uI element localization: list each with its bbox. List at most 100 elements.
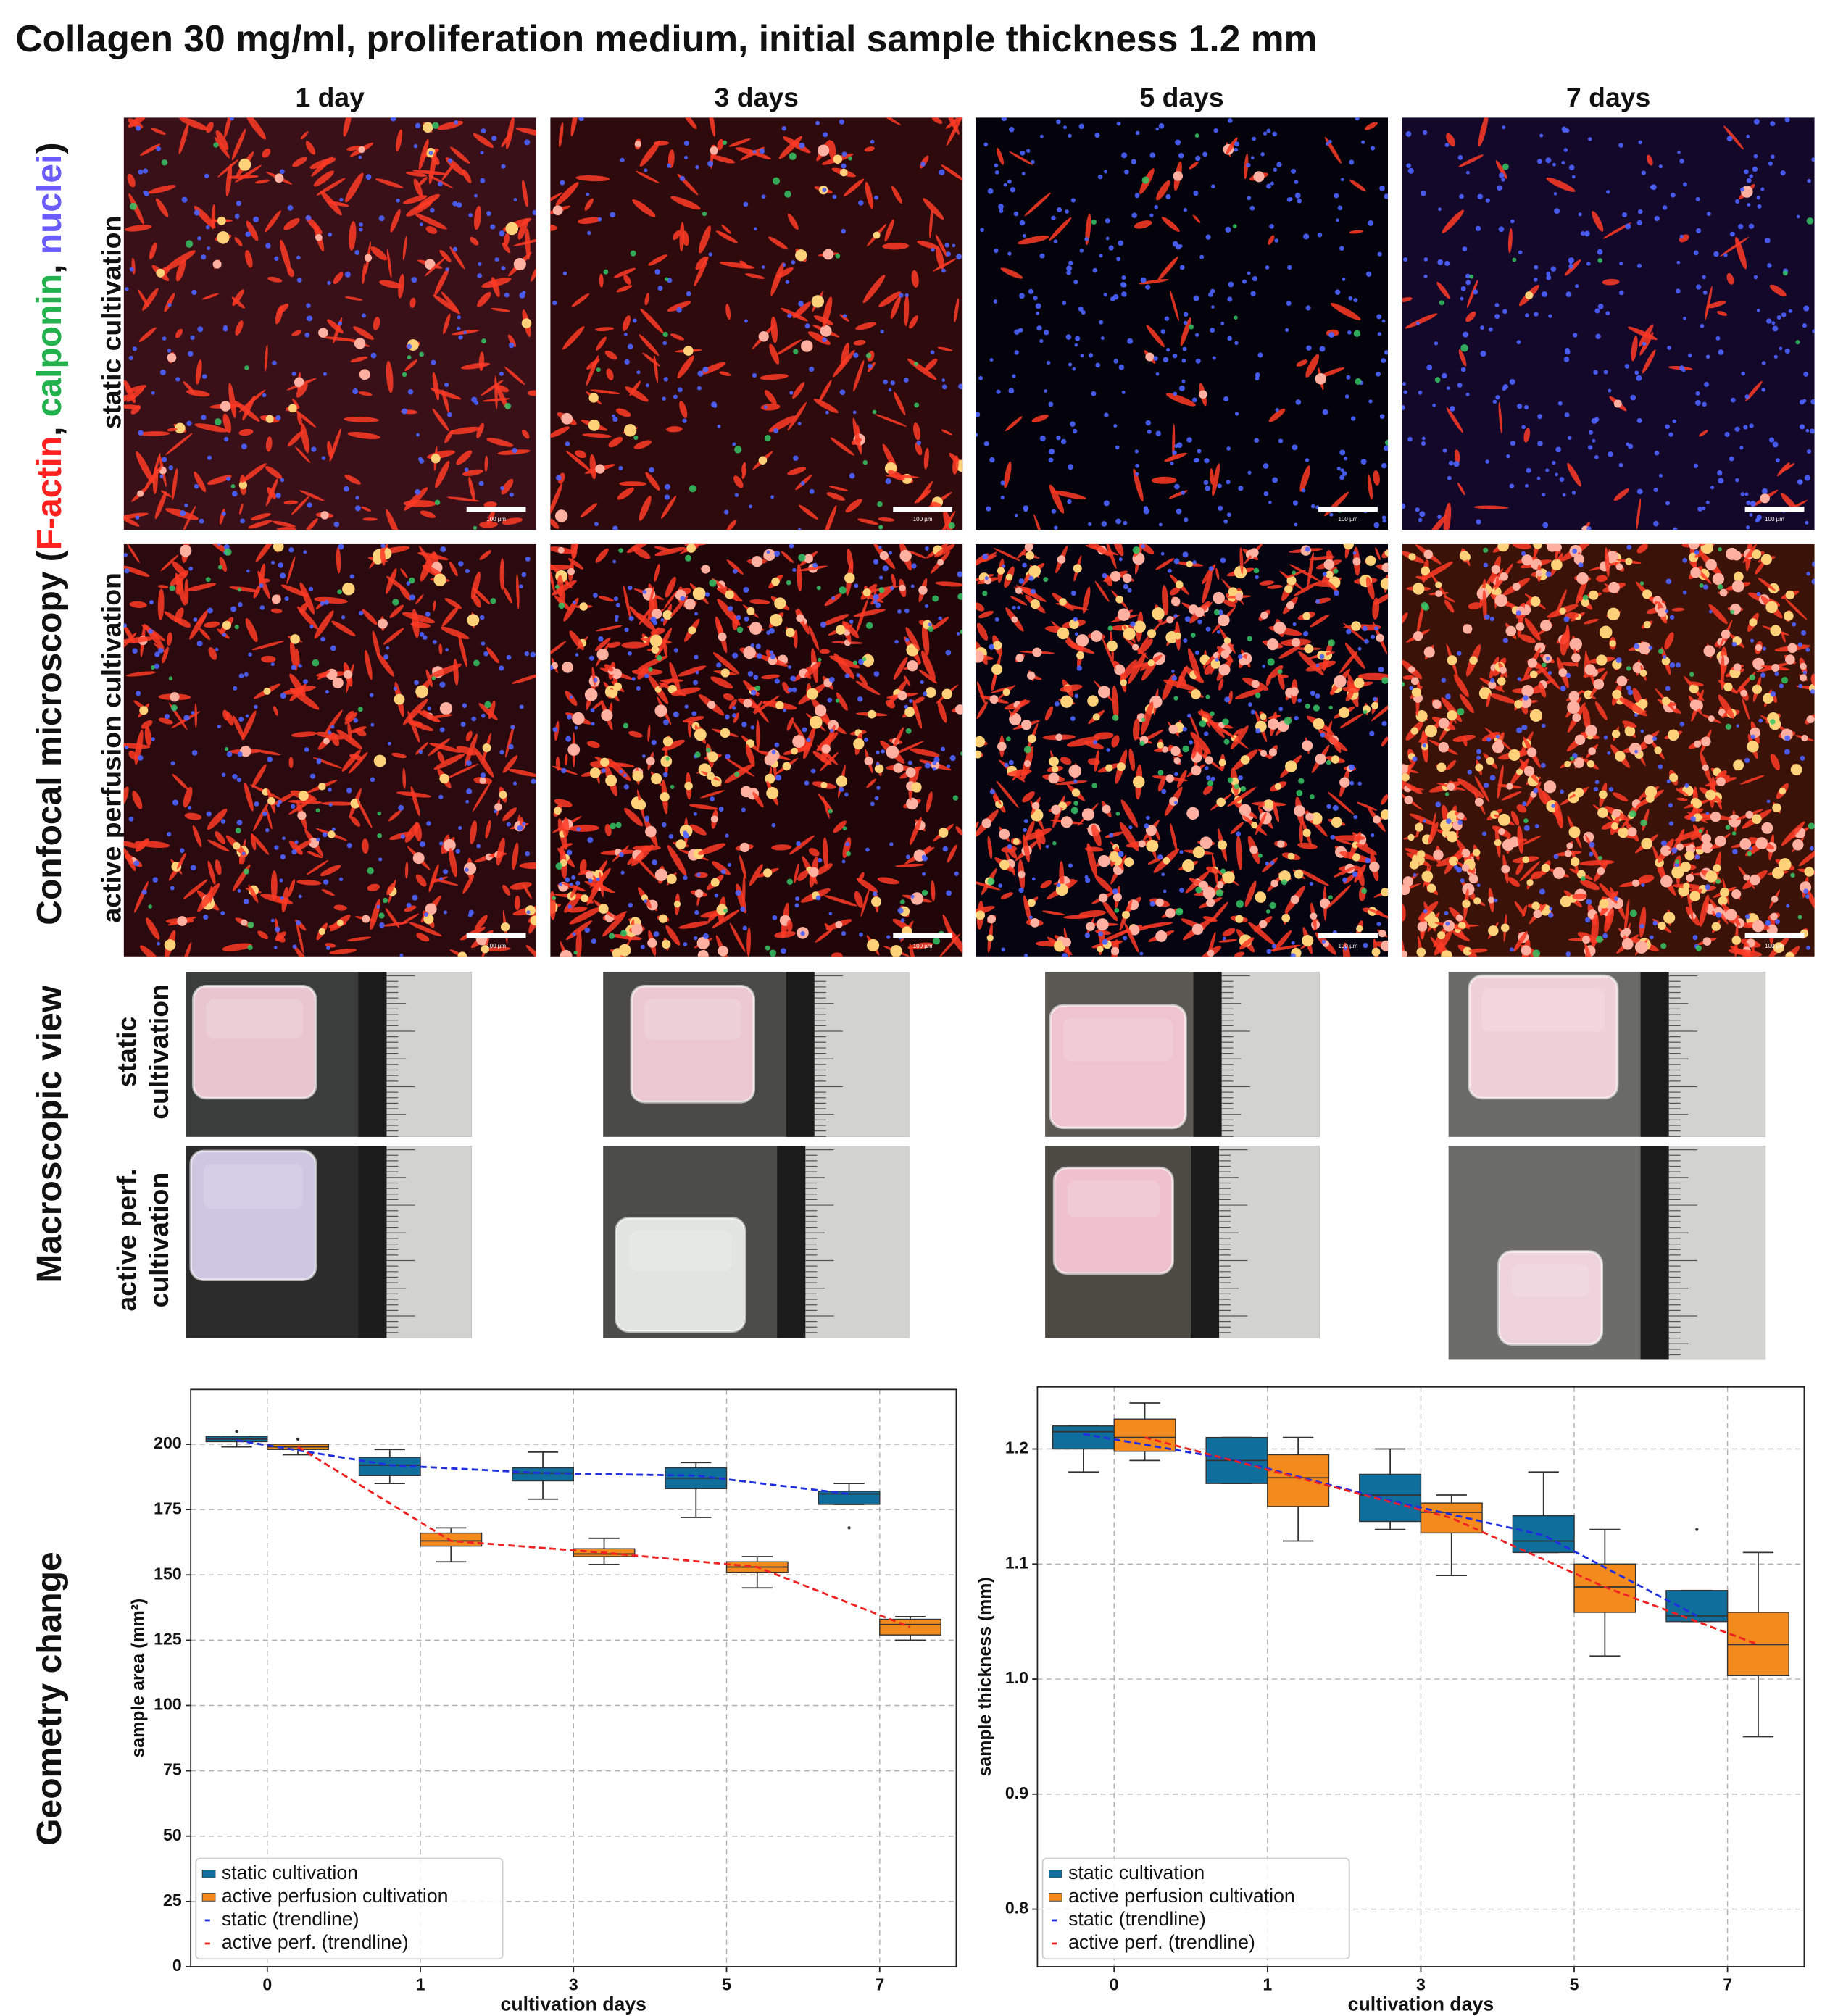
cell (123, 404, 141, 409)
calponin (865, 622, 873, 629)
nucleus (810, 768, 816, 774)
nucleus (271, 560, 275, 565)
cell-body (1475, 763, 1484, 772)
nucleus (932, 767, 936, 771)
cell (432, 408, 449, 432)
cell-body (1105, 764, 1113, 772)
nucleus (627, 343, 633, 350)
nucleus (1379, 185, 1385, 191)
nucleus (1444, 143, 1450, 148)
nucleus (383, 654, 389, 660)
cell-body (1408, 553, 1416, 561)
nucleus (723, 509, 729, 515)
nucleus (1364, 638, 1369, 644)
nucleus (276, 803, 280, 807)
cell (472, 594, 482, 608)
nucleus (1242, 279, 1247, 284)
cell-body (156, 268, 165, 278)
cell (217, 159, 239, 178)
cell (845, 499, 862, 513)
nucleus (1223, 519, 1228, 524)
nucleus (1421, 441, 1426, 446)
nucleus (522, 822, 526, 826)
nucleus (831, 596, 836, 600)
cell-body (220, 401, 231, 412)
cell-body (1266, 638, 1279, 651)
cell (123, 565, 150, 577)
cell (921, 624, 930, 656)
nucleus (254, 801, 259, 807)
calponin (1469, 274, 1474, 279)
nucleus (513, 197, 517, 201)
cell (602, 914, 625, 937)
cell-body (1027, 734, 1036, 743)
cell (140, 143, 161, 156)
calponin (670, 784, 675, 789)
nucleus (1701, 506, 1706, 511)
cell (1134, 220, 1152, 229)
nucleus (673, 711, 679, 717)
nucleus (1718, 349, 1724, 355)
nucleus (597, 217, 602, 222)
nucleus (1269, 224, 1274, 229)
cell (1106, 543, 1117, 570)
nucleus (388, 741, 391, 746)
nucleus (598, 636, 604, 642)
cell-body (995, 799, 1004, 809)
cell (550, 569, 555, 593)
nucleus (1586, 262, 1591, 266)
cell (739, 854, 747, 880)
nucleus (1403, 257, 1408, 262)
cell (1111, 735, 1120, 748)
nucleus (446, 412, 452, 417)
nucleus (994, 170, 999, 175)
nucleus (1770, 154, 1775, 159)
nucleus (423, 912, 428, 917)
calponin (1207, 780, 1214, 787)
cell (654, 564, 660, 582)
cell-body (481, 945, 489, 954)
cell (562, 817, 570, 838)
nucleus (1377, 332, 1382, 336)
nucleus (873, 671, 880, 677)
cell (658, 678, 673, 688)
nucleus (270, 918, 275, 922)
nucleus (947, 764, 951, 769)
nucleus (1067, 499, 1072, 504)
cell (670, 196, 701, 210)
nucleus (273, 946, 278, 949)
nucleus (1597, 303, 1604, 309)
cell (486, 438, 514, 447)
cell (1554, 801, 1563, 829)
nucleus (186, 420, 192, 426)
nucleus (1030, 588, 1036, 594)
cell-body (718, 946, 728, 957)
nucleus (649, 467, 654, 473)
cell (388, 809, 402, 822)
cell (1664, 632, 1674, 650)
nucleus (1463, 331, 1469, 338)
cell (299, 603, 308, 614)
nucleus (832, 194, 837, 199)
cell (250, 512, 271, 521)
nucleus (1128, 825, 1133, 830)
nucleus (1552, 162, 1556, 167)
nucleus (246, 569, 250, 573)
cell (1268, 235, 1275, 245)
cell-body (328, 830, 336, 838)
nucleus (1183, 208, 1188, 212)
cell-body (688, 626, 696, 635)
nucleus (298, 664, 302, 668)
cell-body (904, 707, 915, 717)
nucleus (1407, 167, 1414, 174)
cell (554, 799, 573, 807)
cell (1151, 476, 1177, 484)
cell-body (1800, 881, 1812, 894)
nucleus (1444, 260, 1450, 267)
micrograph-bg (1402, 117, 1815, 530)
nucleus (1147, 429, 1152, 434)
calponin (1806, 217, 1814, 225)
nucleus (812, 562, 818, 568)
nucleus (1144, 823, 1149, 829)
nucleus (439, 877, 444, 881)
